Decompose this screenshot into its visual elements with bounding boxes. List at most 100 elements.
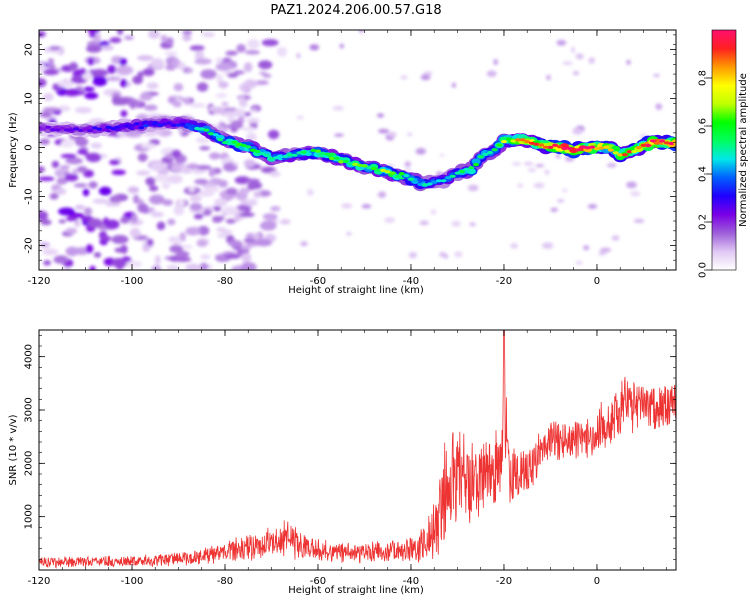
spectrogram-cell: [269, 171, 281, 177]
spectrogram-cell: [137, 153, 148, 162]
spectrogram-cell: [87, 218, 103, 228]
spectrogram-cell: [247, 39, 260, 49]
spectrogram-cell: [132, 194, 140, 204]
spectrogram-ridge-cell: [124, 124, 131, 128]
spectrogram-cell: [105, 202, 121, 207]
spectrogram-cell: [39, 166, 46, 173]
spectrogram-cell: [420, 74, 431, 81]
spectrogram-cell: [213, 205, 222, 212]
x-tick-label: -120: [28, 276, 51, 287]
spectrogram-cell: [58, 105, 71, 112]
spectrogram-cell: [65, 157, 83, 165]
spectrogram-ridge-cell: [180, 122, 187, 126]
spectrogram-cell: [400, 75, 408, 80]
spectrogram-cell: [296, 52, 301, 59]
spectrogram-cell: [239, 99, 248, 108]
spectrogram-ridge-cell: [575, 148, 582, 152]
spectrogram-ridge-cell: [249, 148, 256, 152]
spectrogram-ridge-cell: [510, 139, 517, 143]
spectrogram-ridge-cell: [482, 152, 489, 156]
spectrogram-cell: [527, 167, 537, 173]
spectrogram-cell: [86, 45, 102, 53]
spectrogram-cell: [73, 183, 88, 188]
spectrogram-cell: [611, 235, 620, 241]
spectrogram-ridge-cell: [556, 145, 563, 149]
spectrogram-cell: [523, 161, 534, 166]
spectrogram-cell: [167, 218, 176, 226]
spectrogram-cell: [517, 183, 524, 188]
spectrogram-cell: [171, 149, 182, 158]
spectrogram-cell: [119, 58, 127, 66]
spectrogram-cell: [377, 113, 384, 118]
spectrogram-ridge-cell: [198, 127, 205, 131]
spectrogram-ridge-cell: [417, 182, 424, 187]
y-tick-label: -20: [24, 237, 35, 253]
spectrogram-cell: [216, 74, 224, 84]
spectrogram-ridge-cell: [333, 156, 340, 160]
spectrogram-cell: [111, 258, 127, 268]
spectrogram-ridge-cell: [459, 169, 466, 174]
spectrogram-cell: [236, 44, 246, 53]
spectrogram-cell: [107, 64, 117, 74]
spectrogram-cell: [43, 69, 59, 76]
spectrogram-cell: [253, 191, 262, 198]
spectrogram-cell: [261, 39, 279, 47]
spectrogram-ridge-cell: [663, 141, 670, 145]
x-tick-label: 0: [594, 276, 600, 287]
spectrogram-ridge-cell: [477, 155, 484, 159]
spectrogram-cell: [74, 106, 92, 114]
spectrogram-cell: [111, 234, 129, 244]
spectrogram-cell: [587, 204, 598, 209]
spectrogram-cell: [196, 239, 208, 247]
spectrogram-cell: [44, 47, 51, 53]
spectrogram-cell: [194, 50, 205, 61]
spectrogram-cell: [562, 61, 573, 65]
spectrogram-ridge-cell: [589, 145, 596, 149]
spectrogram-cell: [169, 244, 183, 254]
spectrogram-cell: [164, 51, 178, 57]
spectrogram-cell: [63, 267, 71, 270]
spectrogram-ridge-cell: [315, 149, 321, 153]
x-tick-label: -120: [28, 576, 51, 587]
spectrogram-ridge-cell: [129, 124, 135, 128]
spectrogram-cell: [215, 93, 228, 98]
spectrogram-cell: [186, 67, 194, 74]
spectrogram-cell: [451, 82, 457, 88]
spectrogram-ridge-cell: [421, 183, 428, 187]
spectrogram-cell: [423, 71, 433, 76]
spectrogram-cell: [176, 250, 190, 258]
spectrogram-ridge-cell: [184, 123, 191, 127]
spectrogram-cell: [334, 133, 344, 137]
snr-x-ticks: -120 -100 -80 -60 -40 -20 0: [28, 330, 668, 587]
spectrogram-cell: [156, 221, 166, 231]
spectrogram-cell: [189, 45, 205, 51]
spectrogram-cell: [430, 209, 437, 215]
spectrogram-ridge-cell: [570, 147, 577, 151]
spectrogram-cell: [439, 153, 445, 157]
x-tick-label: -40: [403, 276, 419, 287]
spectrogram-cell: [346, 231, 352, 236]
spectrogram-cell: [56, 177, 68, 185]
spectrogram-cell: [224, 253, 241, 259]
spectrogram-cell: [221, 229, 233, 234]
spectrogram-cells: [39, 30, 667, 270]
x-tick-label: 0: [594, 576, 600, 587]
spectrogram-ridge-cell: [519, 138, 526, 142]
spectrogram-cell: [39, 176, 55, 181]
spectrogram-ridge-cell: [49, 128, 56, 132]
spectrogram-cell: [255, 238, 272, 247]
spectrogram-ridge-cell: [649, 139, 656, 143]
spectrogram-cell: [154, 174, 171, 183]
spectrogram-ridge-cell: [584, 146, 591, 150]
spectrogram-cell: [39, 78, 47, 88]
spectrogram-ridge-cell: [445, 176, 452, 180]
spectrogram-cell: [115, 65, 134, 76]
spectrogram-cell: [230, 120, 243, 129]
spectrogram-cell: [217, 233, 230, 239]
spectrogram-cell: [39, 210, 48, 221]
spectrogram-ridge-cell: [487, 150, 493, 155]
spectrogram-ridge-cell: [654, 141, 661, 145]
spectrogram-cell: [178, 61, 186, 71]
spectrogram-ridge-cell: [380, 168, 387, 172]
spectrogram-ridge-cell: [147, 121, 154, 126]
